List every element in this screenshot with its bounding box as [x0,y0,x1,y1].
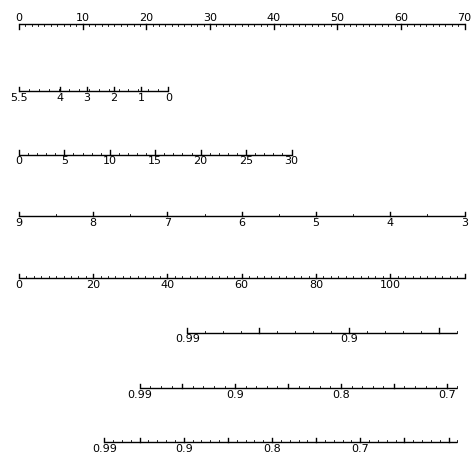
Text: 4: 4 [56,93,63,103]
Text: 1: 1 [137,93,145,103]
Text: 5: 5 [61,156,68,166]
Text: 4: 4 [387,218,394,228]
Text: 0: 0 [165,93,172,103]
Text: 7: 7 [164,218,171,228]
Text: 0: 0 [16,13,22,23]
Text: 100: 100 [380,280,401,290]
Text: 25: 25 [239,156,253,166]
Text: 2: 2 [110,93,118,103]
Text: 10: 10 [103,156,117,166]
Text: 20: 20 [193,156,208,166]
Text: 5: 5 [312,218,319,228]
Text: 60: 60 [235,280,249,290]
Text: 0: 0 [16,156,22,166]
Text: 70: 70 [457,13,472,23]
Text: 0.99: 0.99 [175,335,200,345]
Text: 6: 6 [238,218,245,228]
Text: 0.9: 0.9 [226,390,244,400]
Text: 50: 50 [330,13,344,23]
Text: 5.5: 5.5 [10,93,28,103]
Text: 10: 10 [76,13,90,23]
Text: 40: 40 [266,13,281,23]
Text: 0.7: 0.7 [351,444,369,454]
Text: 60: 60 [394,13,408,23]
Text: 0.9: 0.9 [340,335,358,345]
Text: 20: 20 [139,13,153,23]
Text: 15: 15 [148,156,162,166]
Text: 20: 20 [86,280,100,290]
Text: 40: 40 [160,280,174,290]
Text: 0.8: 0.8 [263,444,281,454]
Text: 8: 8 [90,218,97,228]
Text: 0.9: 0.9 [175,444,192,454]
Text: 9: 9 [15,218,23,228]
Text: 0: 0 [16,280,22,290]
Text: 0.7: 0.7 [438,390,456,400]
Text: 80: 80 [309,280,323,290]
Text: 3: 3 [83,93,91,103]
Text: 30: 30 [203,13,217,23]
Text: 30: 30 [284,156,299,166]
Text: 3: 3 [461,218,468,228]
Text: 0.99: 0.99 [92,444,117,454]
Text: 0.8: 0.8 [332,390,350,400]
Text: 0.99: 0.99 [128,390,152,400]
